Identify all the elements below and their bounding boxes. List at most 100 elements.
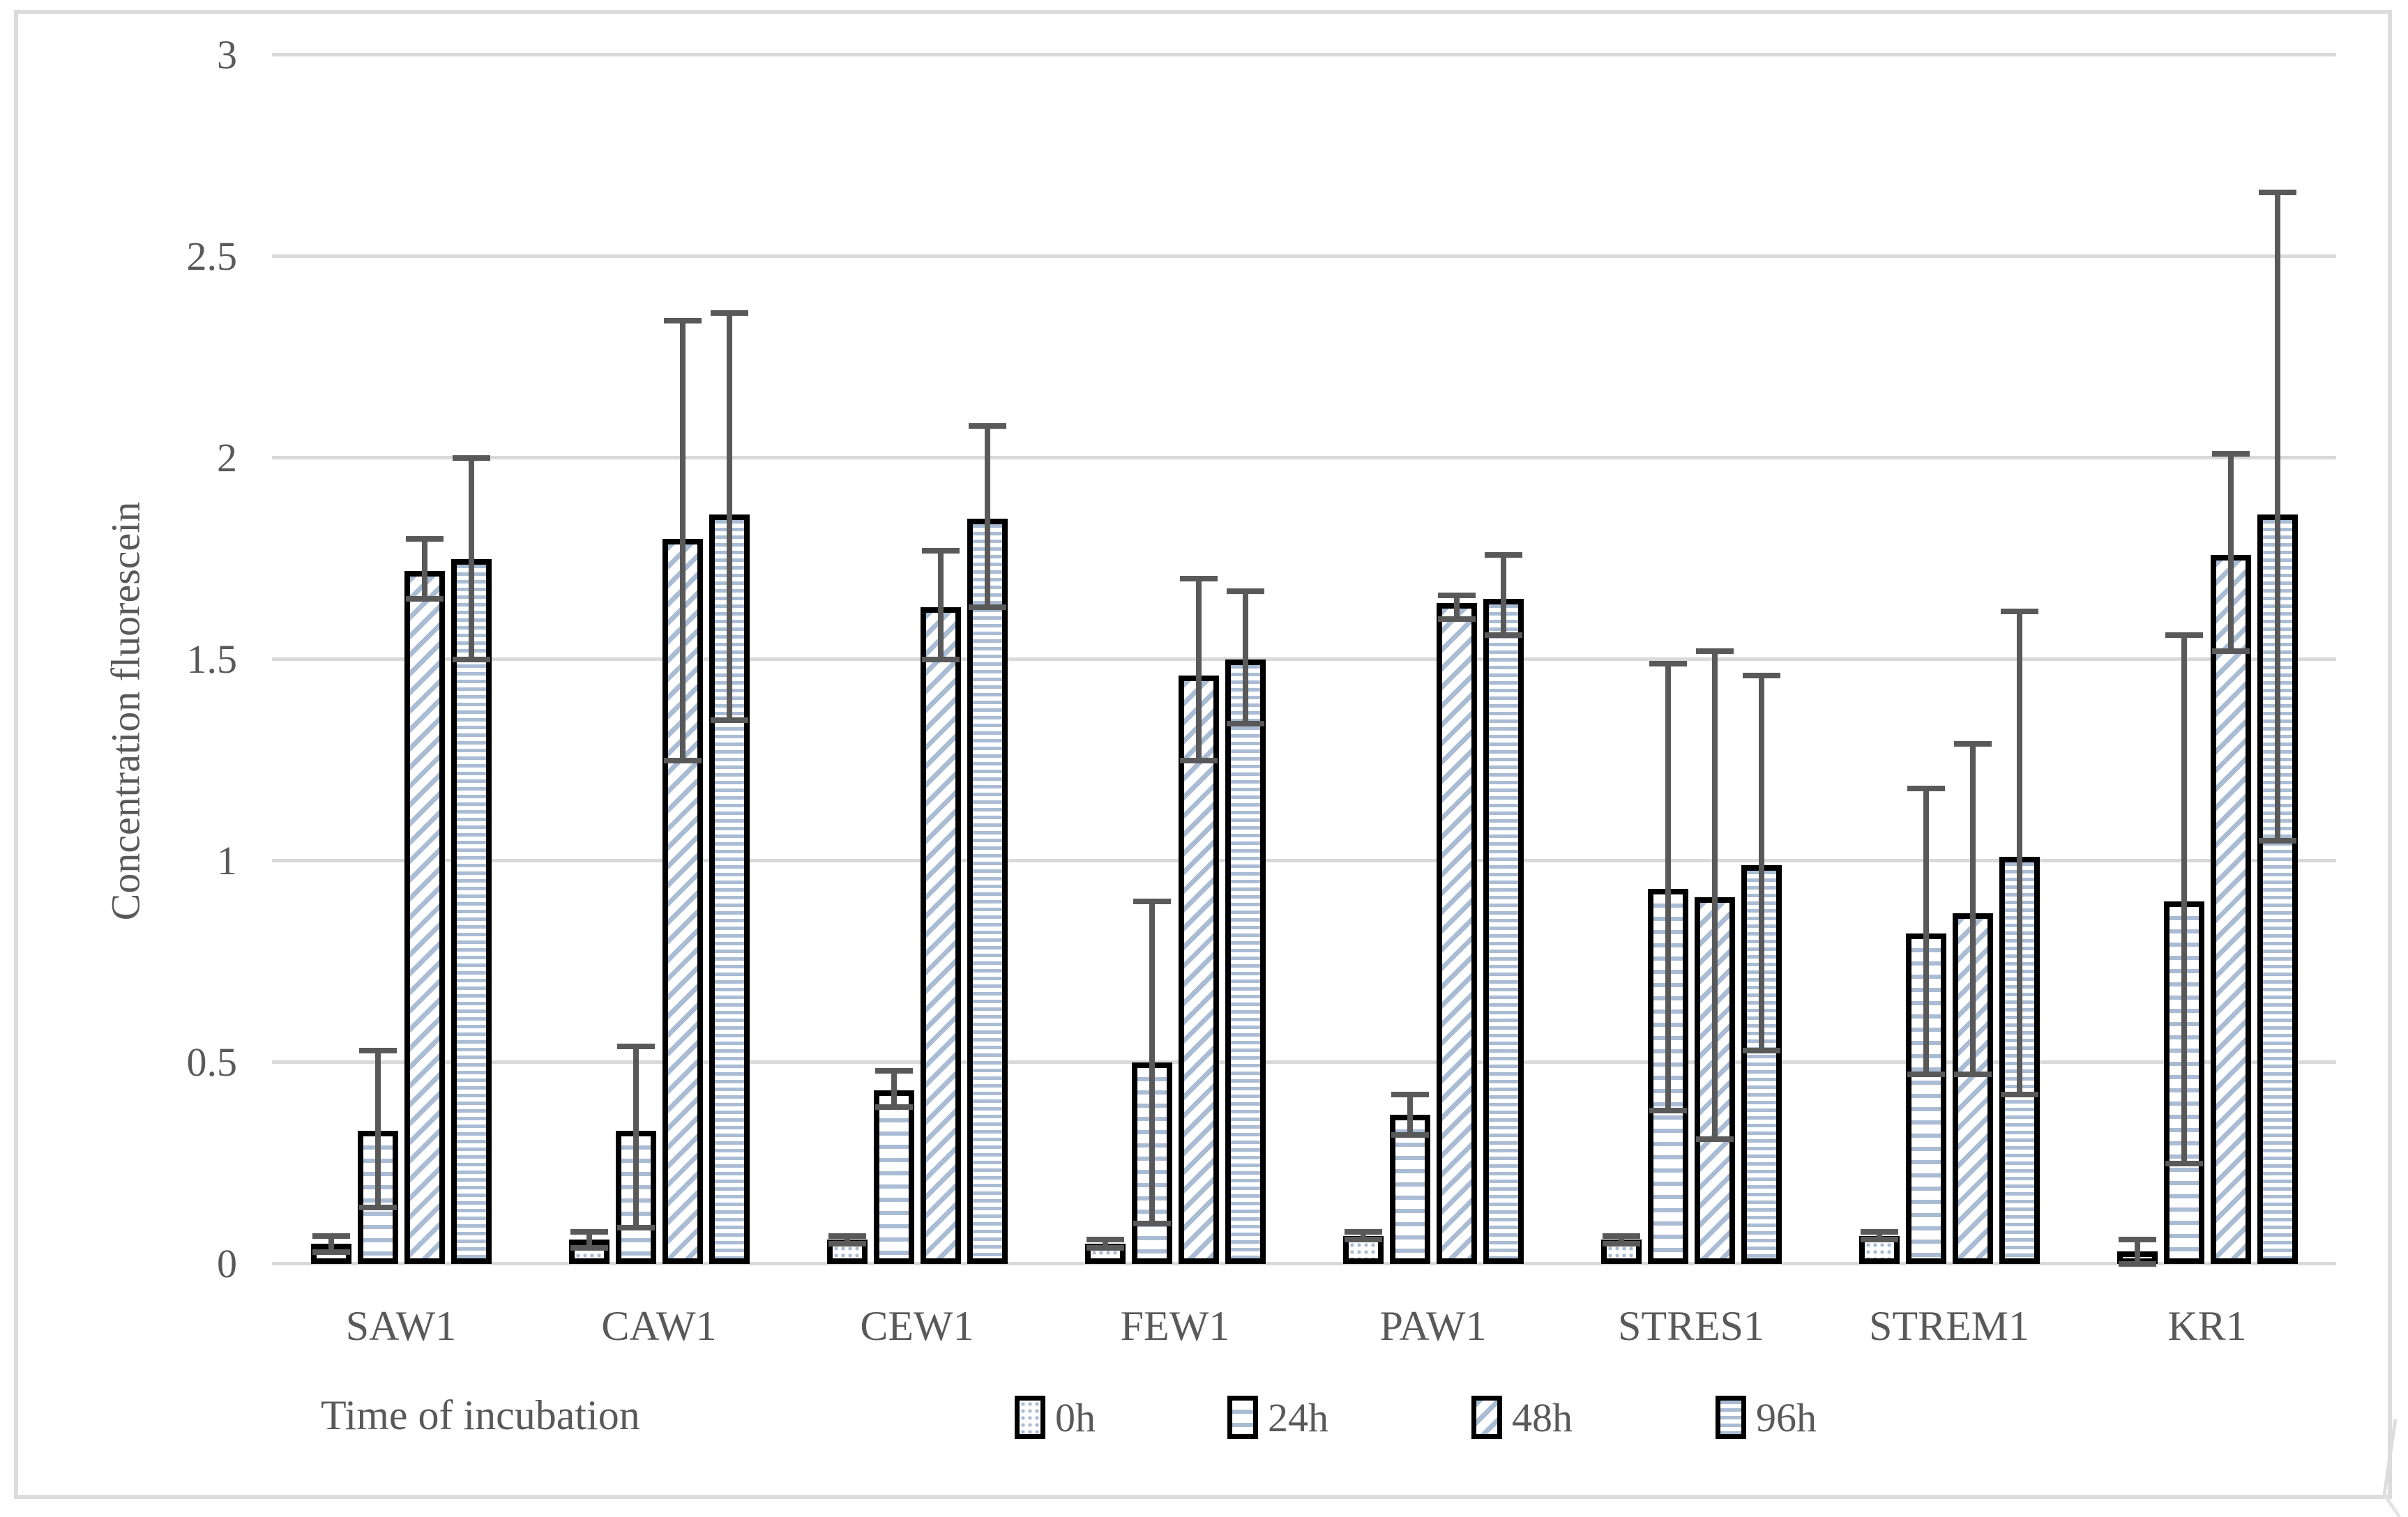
error-bar-line <box>1149 901 1155 1224</box>
error-bar-cap-bottom <box>710 717 748 723</box>
error-bar-cap-bottom <box>312 1249 350 1255</box>
error-bar-line <box>2227 454 2234 652</box>
bar-PAW1-48h <box>1436 603 1477 1264</box>
bar-CEW1-96h <box>967 518 1008 1264</box>
legend-label-48h: 48h <box>1512 1394 1573 1440</box>
error-bar-cap-top <box>1907 785 1945 791</box>
legend-swatch-diagonal-icon <box>1471 1396 1502 1439</box>
error-bar-cap-bottom <box>1649 1108 1687 1114</box>
error-bar-line <box>1360 1231 1366 1240</box>
legend-label-24h: 24h <box>1268 1394 1328 1440</box>
y-tick-label: 0 <box>217 1241 237 1286</box>
error-bar-PAW1-48h <box>1437 55 1477 1264</box>
error-bar-cap-top <box>1953 741 1992 747</box>
error-bar-line <box>2134 1240 2140 1264</box>
error-bar-line <box>1876 1231 1882 1240</box>
bar-PAW1-96h <box>1483 599 1524 1264</box>
error-bar-cap-bottom <box>1391 1132 1429 1138</box>
bar-group-SAW1 <box>310 55 492 1264</box>
error-bar-PAW1-96h <box>1483 55 1524 1264</box>
error-bar-cap-bottom <box>616 1224 655 1230</box>
error-bar-line <box>2181 635 2187 1164</box>
error-bar-cap-top <box>1484 551 1522 558</box>
error-bar-cap-top <box>2118 1237 2156 1243</box>
legend-swatch-dots-icon <box>1015 1396 1045 1439</box>
error-bar-cap-top <box>1649 660 1687 666</box>
error-bar-cap-top <box>1133 898 1171 904</box>
error-bar-SAW1-0h <box>311 55 351 1264</box>
error-bar-line <box>1758 676 1764 1051</box>
bar-KR1-48h <box>2210 554 2251 1264</box>
error-bar-KR1-0h <box>2117 55 2158 1267</box>
error-bar-FEW1-0h <box>1085 55 1126 1264</box>
error-bar-line <box>1242 590 1248 724</box>
legend-swatch-hlines-wide-icon <box>1227 1396 1258 1439</box>
error-bar-FEW1-96h <box>1225 55 1266 1264</box>
bar-SAW1-48h <box>404 570 445 1264</box>
error-bar-line <box>1711 651 1718 1139</box>
error-bar-line <box>1195 579 1202 761</box>
bar-SAW1-96h <box>450 558 492 1264</box>
error-bar-cap-bottom <box>663 757 702 763</box>
error-bar-cap-bottom <box>1953 1072 1992 1078</box>
x-category-label: SAW1 <box>345 1303 457 1349</box>
error-bar-CEW1-0h <box>827 55 868 1264</box>
error-bar-cap-bottom <box>1344 1237 1382 1243</box>
error-bar-CEW1-24h <box>874 55 914 1264</box>
error-bar-cap-top <box>2258 189 2296 195</box>
error-bar-line <box>2274 192 2280 841</box>
x-category-label: CAW1 <box>601 1303 717 1349</box>
error-bar-line <box>374 1050 381 1208</box>
error-bar-line <box>1407 1095 1413 1136</box>
error-bar-cap-bottom <box>1860 1237 1898 1243</box>
bar-CEW1-48h <box>920 607 961 1264</box>
bar-CAW1-0h <box>568 1240 609 1264</box>
gridline <box>272 1262 2336 1265</box>
error-bar-cap-bottom <box>2165 1160 2203 1166</box>
error-bar-line <box>937 550 944 660</box>
error-bar-line <box>1923 788 1929 1075</box>
error-bar-cap-top <box>2165 632 2203 639</box>
y-tick-label: 2.5 <box>186 234 238 279</box>
error-bar-PAW1-24h <box>1390 55 1430 1264</box>
y-tick-label: 1.5 <box>186 636 238 682</box>
legend-swatch-hlines-dense-icon <box>1716 1396 1746 1439</box>
legend-item-24h: 24h <box>1227 1387 1328 1447</box>
error-bar-CEW1-96h <box>967 55 1008 1264</box>
error-bar-cap-bottom <box>921 657 960 662</box>
x-axis-title: Time of incubation <box>321 1392 640 1438</box>
error-bar-cap-top <box>1742 673 1780 679</box>
error-bar-CAW1-96h <box>709 55 750 1264</box>
error-bar-cap-bottom <box>1742 1047 1780 1053</box>
error-bar-line <box>1969 744 1976 1075</box>
error-bar-CAW1-24h <box>616 55 656 1264</box>
error-bar-line <box>633 1046 639 1228</box>
bar-group-PAW1 <box>1342 55 1524 1264</box>
error-bar-cap-bottom <box>1907 1072 1945 1078</box>
error-bar-cap-top <box>570 1228 608 1235</box>
gridline <box>272 657 2336 661</box>
error-bar-cap-top <box>1602 1233 1640 1239</box>
bar-FEW1-96h <box>1225 660 1266 1264</box>
error-bar-cap-bottom <box>1437 616 1476 623</box>
error-bar-cap-bottom <box>968 604 1006 610</box>
error-bar-line <box>1618 1235 1624 1244</box>
axis-title-and-legend-row: Time of incubation 0h 24h 48h 96h <box>0 1387 2408 1447</box>
error-bar-KR1-24h <box>2164 55 2204 1264</box>
y-tick-label: 1 <box>217 838 237 883</box>
error-bar-KR1-48h <box>2211 55 2251 1264</box>
error-bar-cap-top <box>1086 1237 1124 1243</box>
error-bar-cap-bottom <box>2118 1261 2156 1267</box>
legend-item-48h: 48h <box>1471 1387 1573 1447</box>
error-bar-cap-bottom <box>452 657 490 662</box>
error-bar-FEW1-24h <box>1132 55 1172 1264</box>
error-bar-cap-top <box>968 422 1006 429</box>
error-bar-line <box>586 1231 592 1248</box>
error-bar-cap-bottom <box>1133 1221 1171 1227</box>
bar-group-KR1 <box>2117 55 2298 1267</box>
error-bar-line <box>1665 663 1671 1111</box>
gridline <box>272 1060 2336 1064</box>
error-bar-line <box>328 1235 334 1252</box>
error-bar-cap-top <box>1226 588 1264 594</box>
error-bar-SAW1-96h <box>451 55 492 1264</box>
